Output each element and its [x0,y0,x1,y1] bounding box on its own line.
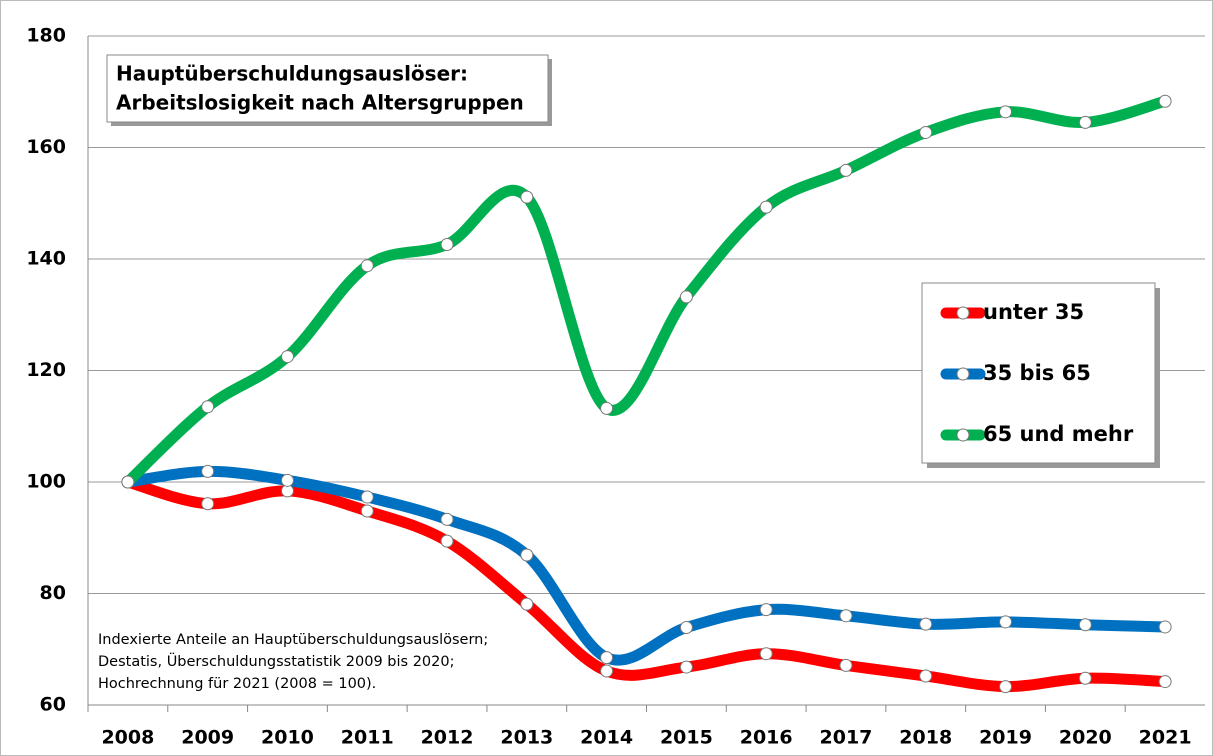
point [201,497,215,511]
y-tick-label: 140 [26,248,66,270]
point [1078,671,1092,685]
title-box [106,54,549,123]
point [600,651,614,665]
legend-label: 65 und mehr [983,422,1134,446]
point [360,259,374,273]
x-tick-label: 2018 [899,727,952,749]
chart-title: Arbeitslosigkeit nach Altersgruppen [116,91,524,115]
y-tick-label: 180 [26,25,66,47]
x-tick-label: 2019 [979,727,1032,749]
point [121,475,135,489]
series-line [122,95,1171,488]
point [600,401,614,415]
point [679,290,693,304]
point [440,512,454,526]
point [759,200,773,214]
note: Indexierte Anteile an Hauptüberschuldung… [98,632,488,648]
point [839,658,853,672]
point [1158,675,1172,689]
point [999,680,1013,694]
point [919,617,933,631]
x-tick-label: 2020 [1059,727,1112,749]
legend-marker [956,306,970,320]
legend-label: 35 bis 65 [983,361,1091,385]
x-tick-label: 2011 [341,727,394,749]
point [1158,94,1172,108]
x-tick-label: 2010 [261,727,314,749]
legend-label: unter 35 [983,300,1084,324]
x-tick-label: 2017 [820,727,873,749]
y-tick-label: 60 [40,694,66,716]
x-tick-label: 2015 [660,727,713,749]
y-tick-label: 80 [40,582,66,604]
point [1158,620,1172,634]
point [520,190,534,204]
x-tick-label: 2014 [580,727,633,749]
point [919,669,933,683]
point [440,238,454,252]
point [201,464,215,478]
point [679,660,693,674]
legend-marker [956,367,970,381]
x-tick-label: 2009 [181,727,234,749]
note: Hochrechnung für 2021 (2008 = 100). [98,676,376,692]
point [1078,618,1092,632]
series-line [122,465,1171,666]
point [360,504,374,518]
point [280,473,294,487]
legend-marker [956,428,970,442]
point [440,534,454,548]
point [919,125,933,139]
note: Destatis, Überschuldungsstatistik 2009 b… [98,652,454,670]
point [201,400,215,414]
x-tick-label: 2012 [421,727,474,749]
x-tick-label: 2013 [500,727,553,749]
x-tick-label: 2021 [1139,727,1192,749]
y-tick-label: 160 [26,136,66,158]
point [999,105,1013,119]
point [600,664,614,678]
point [520,548,534,562]
point [999,615,1013,629]
y-tick-label: 120 [26,359,66,381]
x-tick-label: 2008 [101,727,154,749]
point [280,350,294,364]
point [759,603,773,617]
point [679,621,693,635]
chart-title: Hauptüberschuldungsauslöser: [116,62,468,86]
point [360,490,374,504]
y-tick-label: 100 [26,471,66,493]
x-tick-label: 2016 [740,727,793,749]
point [520,597,534,611]
point [839,163,853,177]
point [1078,115,1092,129]
point [759,647,773,661]
point [839,609,853,623]
